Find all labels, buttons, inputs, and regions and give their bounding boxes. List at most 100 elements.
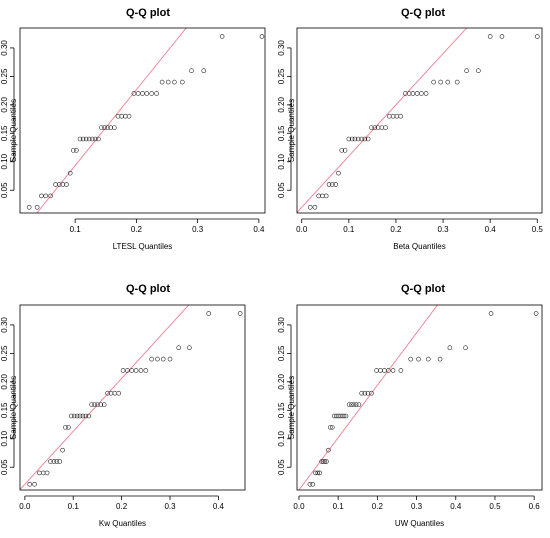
data-point: [387, 113, 392, 119]
data-point: [189, 68, 194, 73]
data-point: [51, 459, 57, 464]
data-point: [463, 345, 468, 350]
data-point: [89, 136, 95, 142]
data-point: [336, 170, 341, 176]
data-point: [346, 136, 352, 142]
data-point: [37, 470, 42, 476]
data-point: [112, 125, 117, 130]
panel-title: Q-Q plot: [126, 7, 170, 19]
data-point: [423, 91, 429, 96]
data-point: [390, 368, 396, 373]
data-point: [398, 368, 404, 373]
data-point: [487, 34, 493, 39]
data-point: [369, 125, 374, 130]
data-point: [351, 402, 357, 407]
x-tick-label: 0.2: [131, 225, 143, 234]
data-point: [67, 170, 73, 176]
data-point: [349, 402, 354, 407]
data-point: [341, 413, 347, 419]
data-point: [167, 356, 173, 362]
data-point: [154, 91, 159, 96]
data-point: [307, 482, 313, 487]
data-point: [74, 413, 80, 419]
data-point: [95, 402, 100, 407]
data-point: [102, 125, 107, 130]
y-tick-label: 0.15: [0, 125, 9, 141]
data-point: [92, 402, 97, 407]
data-point: [383, 125, 388, 130]
data-point: [310, 482, 315, 487]
data-point: [70, 148, 76, 153]
data-point: [201, 68, 207, 73]
y-tick-label: 0.25: [277, 68, 286, 84]
data-point: [320, 459, 326, 464]
data-point: [93, 136, 98, 142]
x-tick-label: 0.0: [293, 502, 305, 511]
data-point: [172, 79, 177, 85]
data-point: [464, 68, 469, 73]
y-tick-label: 0.10: [277, 430, 286, 446]
x-tick-label: 0.4: [253, 225, 265, 234]
data-point: [187, 345, 192, 350]
x-axis-label: UW Quantiles: [395, 519, 444, 528]
data-point: [408, 356, 413, 362]
y-tick-label: 0.15: [0, 402, 9, 418]
y-tick-label: 0.25: [277, 345, 286, 361]
y-tick-label: 0.20: [277, 97, 286, 113]
x-tick-label: 0.3: [411, 502, 423, 511]
panel-title: Q-Q plot: [401, 7, 445, 19]
data-point: [320, 193, 325, 199]
data-point: [362, 136, 368, 142]
plot-frame: [296, 304, 543, 491]
x-axis: 0.1 0.2 0.3 0.4: [70, 218, 265, 234]
data-point: [77, 413, 83, 419]
data-point: [431, 79, 436, 85]
data-point: [159, 79, 165, 85]
data-point: [133, 368, 139, 373]
y-tick-label: 0.10: [0, 430, 9, 446]
x-axis-label: LTESL Quantiles: [113, 242, 173, 251]
data-point: [27, 482, 32, 487]
data-point: [219, 34, 225, 39]
data-point: [129, 368, 135, 373]
data-point: [352, 136, 358, 142]
data-point: [39, 193, 44, 199]
data-point: [330, 182, 335, 187]
y-tick-label: 0.30: [277, 40, 286, 56]
data-point: [343, 413, 349, 419]
data-point: [317, 470, 323, 476]
x-axis-label: Kw Quantiles: [99, 519, 146, 528]
data-point: [206, 311, 212, 316]
x-tick-label: 0.6: [529, 502, 541, 511]
y-axis: 0.05 0.10 0.15 0.20 0.25 0.30: [0, 40, 15, 198]
data-point: [349, 136, 355, 142]
data-point: [346, 402, 352, 407]
data-point: [96, 136, 101, 142]
data-point: [149, 91, 154, 96]
data-point: [89, 402, 94, 407]
data-point: [329, 425, 335, 430]
y-tick-label: 0.30: [0, 317, 9, 333]
data-point: [378, 368, 383, 373]
data-point: [98, 402, 104, 407]
reference-line: [20, 305, 190, 490]
data-point: [68, 413, 74, 419]
data-point: [160, 356, 166, 362]
x-tick-label: 0.1: [68, 502, 80, 511]
data-point: [410, 91, 416, 96]
y-tick-label: 0.15: [277, 402, 286, 418]
y-tick-label: 0.05: [0, 459, 9, 475]
data-point: [333, 182, 338, 187]
data-point: [365, 390, 371, 396]
data-point: [120, 368, 126, 373]
x-axis: 0.0 0.1 0.2 0.3 0.4 0.5 0.6: [293, 495, 541, 511]
data-point: [438, 79, 444, 85]
x-tick-label: 0.4: [213, 502, 225, 511]
y-axis: 0.05 0.10 0.15 0.20 0.25 0.30: [277, 317, 292, 475]
data-point: [64, 182, 69, 187]
y-tick-label: 0.10: [277, 153, 286, 169]
y-tick-label: 0.05: [0, 182, 9, 198]
data-point: [353, 402, 359, 407]
data-point: [326, 447, 331, 453]
